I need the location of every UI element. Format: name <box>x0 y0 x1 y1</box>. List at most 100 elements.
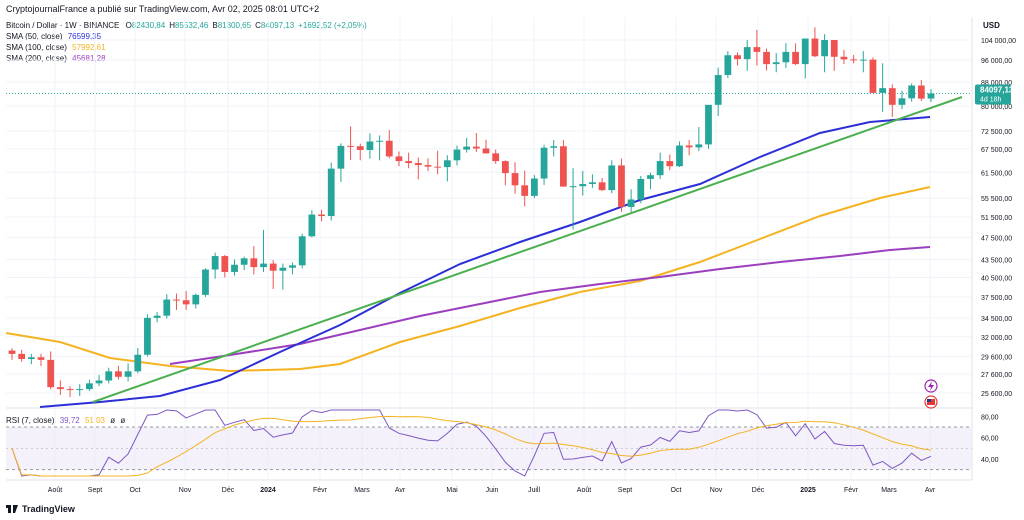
candle-body <box>115 371 122 377</box>
candle-body <box>579 184 587 187</box>
time-tick-label: Juin <box>486 487 499 494</box>
candle-body <box>376 140 383 142</box>
us-flag-canton-icon <box>927 399 931 402</box>
rsi-label: RSI (7, close) <box>6 416 55 425</box>
candle-body <box>86 383 93 390</box>
candle-body <box>124 371 132 377</box>
candle-body <box>530 178 538 196</box>
tradingview-logo-icon <box>6 505 18 513</box>
candle-body <box>705 104 712 145</box>
lightning-icon <box>924 379 938 393</box>
candle-body <box>298 236 306 266</box>
candle-body <box>308 214 316 237</box>
time-tick-label: Oct <box>130 487 141 494</box>
candle-body <box>202 269 209 295</box>
sma100-value: 57992,61 <box>72 43 106 52</box>
candle-body <box>463 146 471 150</box>
candle-body <box>385 140 393 157</box>
publish-line: CryptojournalFrance a publié sur Trading… <box>6 4 320 14</box>
countdown-label: 4d 18h <box>980 96 1002 103</box>
ohlc-item: C84097,13 <box>255 21 295 30</box>
candle-body <box>647 175 654 179</box>
time-tick-label: Nov <box>179 487 192 494</box>
chart-grid <box>6 17 973 481</box>
rsi-empty-value-2: ø <box>120 416 126 425</box>
candle-body <box>811 38 819 57</box>
sma200-label: SMA (200, close) <box>6 54 67 63</box>
candle-body <box>898 98 906 105</box>
candle-body <box>869 59 877 93</box>
rsi-tick-label: 60,00 <box>981 436 999 443</box>
price-tick-label: 25 600,00 <box>981 391 1012 398</box>
candle-body <box>908 85 916 99</box>
candle-body <box>792 51 799 65</box>
candle-body <box>608 165 616 191</box>
candle-body <box>666 161 674 167</box>
ohlc-item: B81300,65 <box>212 21 252 30</box>
candle-body <box>434 166 442 168</box>
time-tick-label: Févr <box>313 487 328 494</box>
us-flag-icon <box>924 395 938 409</box>
price-tick-label: 88 000,00 <box>981 80 1012 87</box>
lightning-bolt-icon <box>928 381 934 391</box>
candle-body <box>269 263 277 271</box>
candle-body <box>888 88 896 105</box>
axis-icons <box>924 379 938 409</box>
sma50-label: SMA (50, close) <box>6 32 63 41</box>
candle-body <box>569 186 577 188</box>
candle-body <box>511 173 519 186</box>
candle-body <box>482 148 490 154</box>
candle-body <box>47 359 55 388</box>
sma100-label: SMA (100, close) <box>6 43 67 52</box>
price-tick-label: 55 500,00 <box>981 196 1012 203</box>
price-tick-label: 40 500,00 <box>981 275 1012 282</box>
candle-body <box>540 147 548 179</box>
price-tick-label: 61 500,00 <box>981 170 1012 177</box>
candle-body <box>414 163 422 166</box>
sma50-legend-row[interactable]: SMA (50, close) 76599,35 <box>6 31 367 42</box>
rsi-band <box>6 427 972 470</box>
candle-body <box>492 153 500 162</box>
ohlc-item: O82430,84 <box>125 21 166 30</box>
rsi-tick-label: 40,00 <box>981 457 999 464</box>
candle-body <box>327 168 335 217</box>
rsi-ma-value: 51,03 <box>84 416 105 425</box>
candle-body <box>598 182 606 191</box>
candle-body <box>879 88 887 93</box>
tradingview-brand: TradingView <box>22 504 75 514</box>
candle-body <box>676 145 683 167</box>
candle-body <box>501 161 509 174</box>
sma100-line <box>5 186 931 373</box>
candle-body <box>66 389 74 391</box>
tradingview-footer[interactable]: TradingView <box>6 504 75 514</box>
price-tick-label: 96 000,00 <box>981 58 1012 65</box>
ohlc-item: H85532,46 <box>169 21 209 30</box>
time-tick-label: Avr <box>925 487 936 494</box>
sma200-line <box>169 246 931 365</box>
candle-body <box>240 258 248 265</box>
price-tick-label: 27 600,00 <box>981 372 1012 379</box>
price-tick-label: 47 500,00 <box>981 235 1012 242</box>
candle-body <box>56 387 64 390</box>
time-tick-label: Déc <box>222 487 235 494</box>
candle-body <box>37 357 45 360</box>
candle-body <box>453 149 461 161</box>
candle-body <box>221 256 229 272</box>
current-price-label: 84097,13 <box>980 85 1014 94</box>
time-tick-label: Août <box>577 487 591 494</box>
time-tick-label: Mars <box>881 487 897 494</box>
symbol-label: Bitcoin / Dollar · 1W · BINANCE <box>6 21 120 30</box>
time-axis: Août Sept Oct Nov Déc 2024 Févr Mars Avr Mai Juin J… <box>48 487 936 494</box>
symbol-legend-row[interactable]: Bitcoin / Dollar · 1W · BINANCE O82430,8… <box>6 20 367 31</box>
sma100-legend-row[interactable]: SMA (100, close) 57992,61 <box>6 42 367 53</box>
sma200-legend-row[interactable]: SMA (200, close) 45681,28 <box>6 53 367 64</box>
price-tick-label: 34 500,00 <box>981 316 1012 323</box>
rsi-legend-row[interactable]: RSI (7, close) 39,72 51,03 ø ø <box>6 416 125 425</box>
time-tick-label: Déc <box>752 487 765 494</box>
candle-body <box>347 145 354 147</box>
candle-body <box>637 178 645 200</box>
indicator-lines <box>5 92 972 408</box>
price-tick-label: 29 600,00 <box>981 354 1012 361</box>
candle-body <box>395 156 403 162</box>
